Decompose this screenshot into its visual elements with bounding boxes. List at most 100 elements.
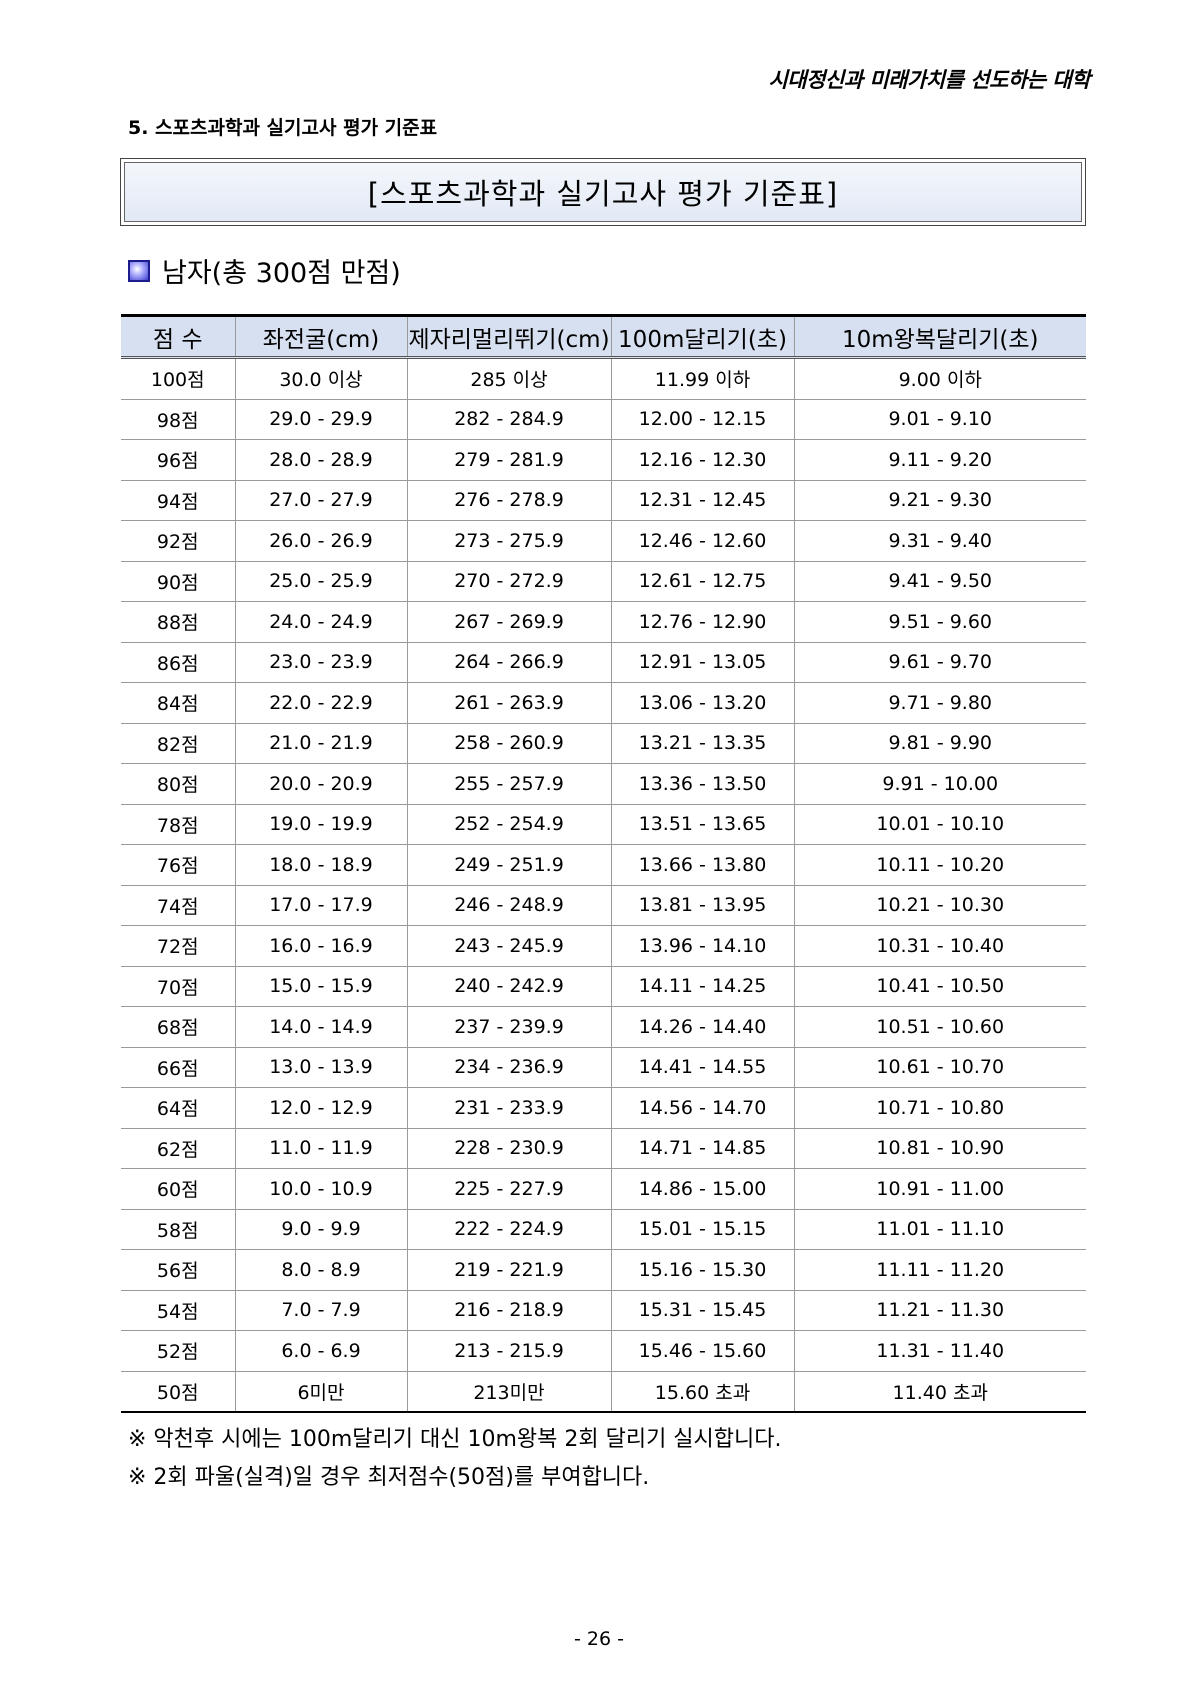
score-cell: 98점 — [121, 399, 236, 440]
criteria-cell: 13.36 - 13.50 — [610, 763, 795, 805]
criteria-cell: 15.01 - 15.15 — [610, 1209, 795, 1250]
criteria-cell: 9.21 - 9.30 — [793, 480, 1086, 521]
criteria-cell: 273 - 275.9 — [406, 520, 612, 562]
score-cell: 86점 — [121, 642, 236, 683]
score-table: 점 수 좌전굴(cm) 제자리멀리뛰기(cm) 100m달리기(초) 10m왕복… — [121, 314, 1086, 1413]
criteria-cell: 13.96 - 14.10 — [610, 925, 795, 967]
criteria-cell: 20.0 - 20.9 — [234, 763, 408, 805]
criteria-cell: 7.0 - 7.9 — [234, 1290, 408, 1331]
criteria-cell: 9.51 - 9.60 — [793, 601, 1086, 643]
square-bullet-icon — [128, 259, 150, 282]
score-cell: 74점 — [121, 885, 236, 926]
table-row: 52점 6.0 - 6.9 213 - 215.9 15.46 - 15.60 11.3… — [121, 1330, 1086, 1372]
table-body: 100점 30.0 이상 285 이상 11.99 이하 9.00 이하 98점 29.0 … — [121, 357, 1086, 1413]
criteria-cell: 216 - 218.9 — [406, 1290, 612, 1331]
table-row: 78점 19.0 - 19.9 252 - 254.9 13.51 - 13.65 10… — [121, 804, 1086, 845]
criteria-cell: 14.0 - 14.9 — [234, 1006, 408, 1048]
criteria-cell: 285 이상 — [406, 357, 612, 400]
criteria-cell: 12.91 - 13.05 — [610, 642, 795, 683]
criteria-cell: 11.0 - 11.9 — [234, 1128, 408, 1169]
score-cell: 72점 — [121, 925, 236, 967]
table-row: 64점 12.0 - 12.9 231 - 233.9 14.56 - 14.70 10… — [121, 1087, 1086, 1129]
criteria-cell: 29.0 - 29.9 — [234, 399, 408, 440]
criteria-cell: 213 - 215.9 — [406, 1330, 612, 1372]
criteria-cell: 11.01 - 11.10 — [793, 1209, 1086, 1250]
score-cell: 80점 — [121, 763, 236, 805]
criteria-cell: 12.61 - 12.75 — [610, 561, 795, 602]
score-cell: 92점 — [121, 520, 236, 562]
note-item: ※ 악천후 시에는 100m달리기 대신 10m왕복 2회 달리기 실시합니다. — [128, 1427, 782, 1452]
score-cell: 76점 — [121, 844, 236, 886]
score-cell: 54점 — [121, 1290, 236, 1331]
criteria-cell: 9.11 - 9.20 — [793, 439, 1086, 481]
criteria-cell: 15.31 - 15.45 — [610, 1290, 795, 1331]
criteria-cell: 6.0 - 6.9 — [234, 1330, 408, 1372]
criteria-cell: 12.16 - 12.30 — [610, 439, 795, 481]
criteria-cell: 13.21 - 13.35 — [610, 723, 795, 764]
table-row: 96점 28.0 - 28.9 279 - 281.9 12.16 - 12.30 9.… — [121, 439, 1086, 481]
note-item: ※ 2회 파울(실격)일 경우 최저점수(50점)를 부여합니다. — [128, 1465, 650, 1490]
title-text: [스포츠과학과 실기고사 평가 기준표] — [124, 162, 1082, 222]
criteria-cell: 15.46 - 15.60 — [610, 1330, 795, 1372]
criteria-cell: 27.0 - 27.9 — [234, 480, 408, 521]
table-row: 60점 10.0 - 10.9 225 - 227.9 14.86 - 15.00 10… — [121, 1168, 1086, 1210]
criteria-cell: 10.41 - 10.50 — [793, 966, 1086, 1007]
criteria-cell: 270 - 272.9 — [406, 561, 612, 602]
criteria-cell: 15.0 - 15.9 — [234, 966, 408, 1007]
criteria-cell: 12.31 - 12.45 — [610, 480, 795, 521]
criteria-cell: 12.76 - 12.90 — [610, 601, 795, 643]
criteria-cell: 276 - 278.9 — [406, 480, 612, 521]
criteria-cell: 18.0 - 18.9 — [234, 844, 408, 886]
title-box: [스포츠과학과 실기고사 평가 기준표] — [120, 158, 1086, 226]
criteria-cell: 234 - 236.9 — [406, 1047, 612, 1088]
criteria-cell: 9.00 이하 — [793, 357, 1086, 400]
score-cell: 50점 — [121, 1371, 236, 1413]
table-row: 74점 17.0 - 17.9 246 - 248.9 13.81 - 13.95 10… — [121, 885, 1086, 926]
criteria-cell: 17.0 - 17.9 — [234, 885, 408, 926]
score-cell: 68점 — [121, 1006, 236, 1048]
score-cell: 52점 — [121, 1330, 236, 1372]
criteria-cell: 10.81 - 10.90 — [793, 1128, 1086, 1169]
criteria-cell: 6미만 — [234, 1371, 408, 1413]
table-row: 92점 26.0 - 26.9 273 - 275.9 12.46 - 12.60 9.… — [121, 520, 1086, 562]
criteria-cell: 13.06 - 13.20 — [610, 682, 795, 724]
table-row: 70점 15.0 - 15.9 240 - 242.9 14.11 - 14.25 10… — [121, 966, 1086, 1007]
criteria-cell: 10.01 - 10.10 — [793, 804, 1086, 845]
column-header-standing-long-jump: 제자리멀리뛰기(cm) — [406, 314, 612, 359]
criteria-cell: 10.31 - 10.40 — [793, 925, 1086, 967]
criteria-cell: 24.0 - 24.9 — [234, 601, 408, 643]
criteria-cell: 12.0 - 12.9 — [234, 1087, 408, 1129]
criteria-cell: 10.61 - 10.70 — [793, 1047, 1086, 1088]
criteria-cell: 9.81 - 9.90 — [793, 723, 1086, 764]
table-row: 82점 21.0 - 21.9 258 - 260.9 13.21 - 13.35 9.… — [121, 723, 1086, 764]
criteria-cell: 25.0 - 25.9 — [234, 561, 408, 602]
column-header-100m-run: 100m달리기(초) — [610, 314, 795, 359]
table-row: 86점 23.0 - 23.9 264 - 266.9 12.91 - 13.05 9.… — [121, 642, 1086, 683]
score-cell: 96점 — [121, 439, 236, 481]
criteria-cell: 225 - 227.9 — [406, 1168, 612, 1210]
criteria-cell: 279 - 281.9 — [406, 439, 612, 481]
criteria-cell: 13.66 - 13.80 — [610, 844, 795, 886]
criteria-cell: 255 - 257.9 — [406, 763, 612, 805]
criteria-cell: 12.46 - 12.60 — [610, 520, 795, 562]
table-row: 56점 8.0 - 8.9 219 - 221.9 15.16 - 15.30 11.1… — [121, 1249, 1086, 1291]
criteria-cell: 10.51 - 10.60 — [793, 1006, 1086, 1048]
criteria-cell: 28.0 - 28.9 — [234, 439, 408, 481]
criteria-cell: 15.60 초과 — [610, 1371, 795, 1413]
score-cell: 100점 — [121, 357, 236, 400]
table-row: 76점 18.0 - 18.9 249 - 251.9 13.66 - 13.80 10… — [121, 844, 1086, 886]
score-cell: 58점 — [121, 1209, 236, 1250]
table-row: 50점 6미만 213미만 15.60 초과 11.40 초과 — [121, 1371, 1086, 1413]
table-row: 80점 20.0 - 20.9 255 - 257.9 13.36 - 13.50 9.… — [121, 763, 1086, 805]
score-cell: 90점 — [121, 561, 236, 602]
score-cell: 84점 — [121, 682, 236, 724]
criteria-cell: 23.0 - 23.9 — [234, 642, 408, 683]
criteria-cell: 10.21 - 10.30 — [793, 885, 1086, 926]
score-cell: 62점 — [121, 1128, 236, 1169]
section-heading: 5. 스포츠과학과 실기고사 평가 기준표 — [128, 117, 438, 139]
criteria-cell: 10.0 - 10.9 — [234, 1168, 408, 1210]
group-heading-text: 남자(총 300점 만점) — [162, 258, 401, 289]
column-header-10m-shuttle-run: 10m왕복달리기(초) — [793, 314, 1086, 359]
table-row: 100점 30.0 이상 285 이상 11.99 이하 9.00 이하 — [121, 357, 1086, 400]
criteria-cell: 9.71 - 9.80 — [793, 682, 1086, 724]
